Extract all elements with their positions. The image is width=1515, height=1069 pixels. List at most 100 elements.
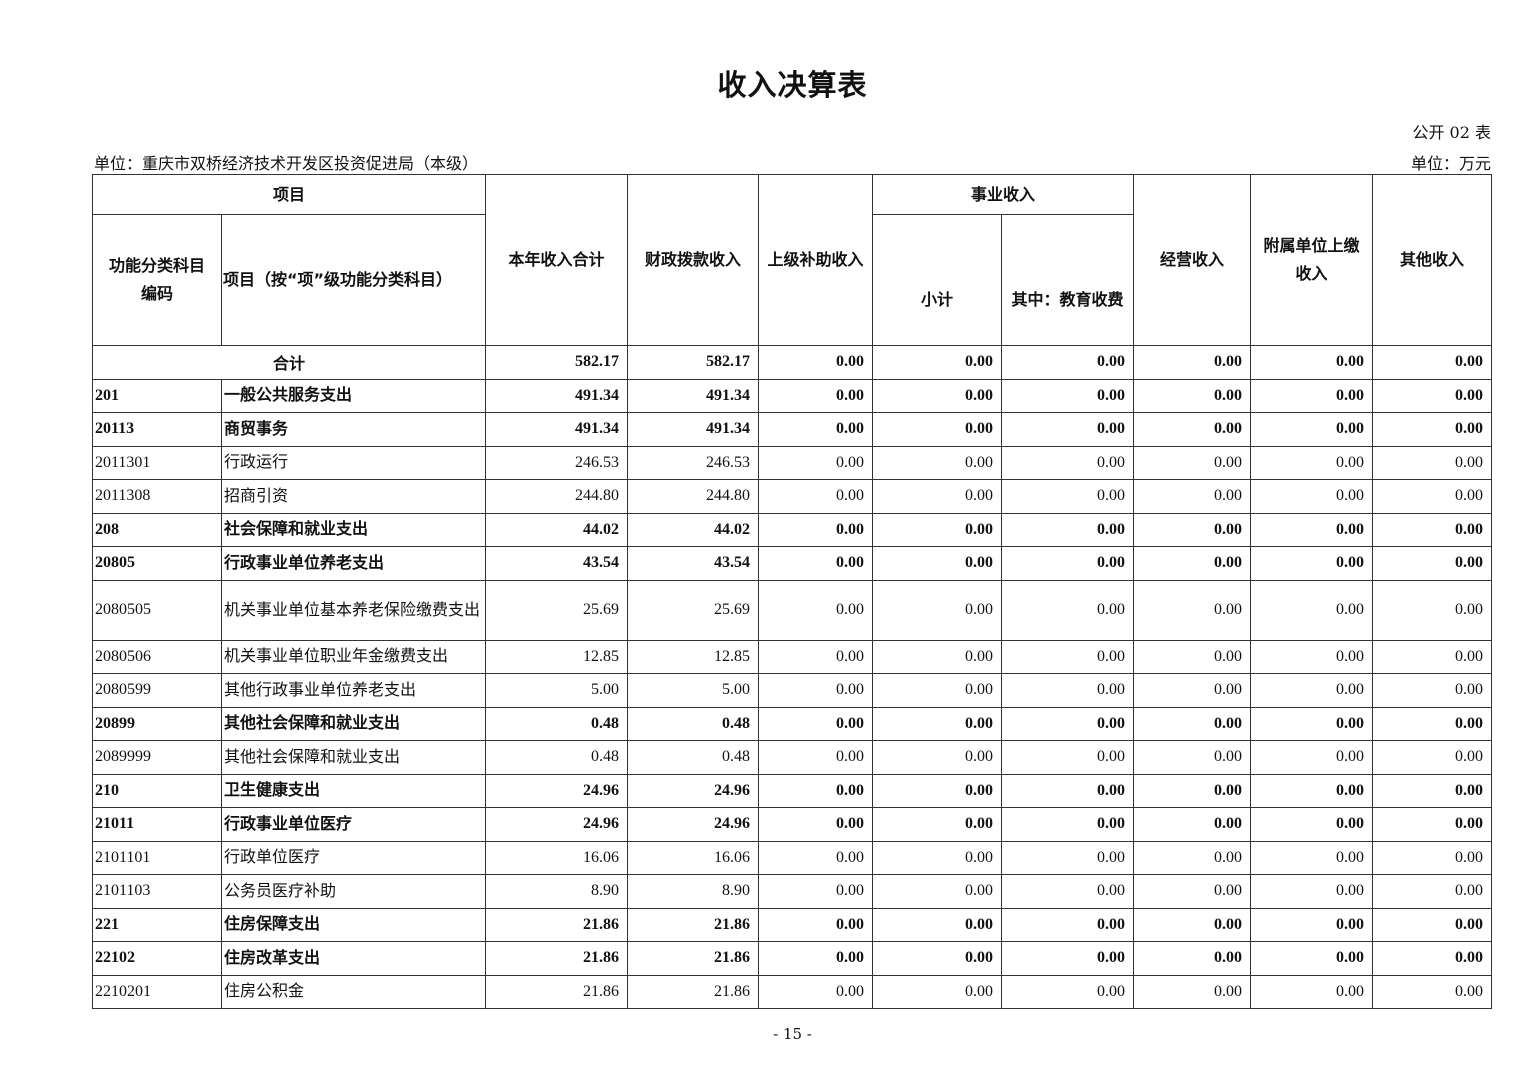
cell-name: 其他社会保障和就业支出 (221, 740, 486, 775)
cell-value: 0.00 (872, 345, 1002, 380)
cell-value: 0.00 (1001, 874, 1134, 909)
cell-value: 0.00 (1250, 639, 1373, 674)
cell-value: 0.00 (872, 479, 1002, 514)
cell-value: 0.00 (872, 579, 1002, 641)
cell-value: 0.00 (872, 874, 1002, 909)
total-label: 合计 (92, 345, 486, 380)
cell-value: 0.00 (872, 445, 1002, 480)
cell-name: 招商引资 (221, 479, 486, 514)
cell-value: 24.96 (485, 773, 628, 808)
cell-value: 0.00 (1001, 479, 1134, 514)
cell-code: 221 (92, 907, 222, 942)
cell-code: 210 (92, 773, 222, 808)
cell-value: 0.00 (1133, 874, 1251, 909)
cell-value: 0.00 (1372, 512, 1492, 547)
cell-value: 0.00 (1133, 479, 1251, 514)
table-row: 221 住房保障支出 21.86 21.86 0.00 0.00 0.00 0.00 0.00 0… (92, 907, 1492, 942)
cell-value: 0.00 (1001, 345, 1134, 380)
cell-value: 0.00 (758, 639, 873, 674)
cell-value: 0.00 (1372, 673, 1492, 708)
cell-value: 21.86 (627, 941, 759, 976)
cell-value: 44.02 (627, 512, 759, 547)
cell-value: 0.00 (1250, 378, 1373, 413)
cell-value: 0.00 (1133, 345, 1251, 380)
cell-value: 0.00 (1250, 740, 1373, 775)
cell-value: 0.00 (872, 673, 1002, 708)
cell-value: 0.00 (1133, 639, 1251, 674)
cell-value: 0.00 (758, 512, 873, 547)
header-business: 事业收入 (872, 174, 1134, 215)
table-row: 20899 其他社会保障和就业支出 0.48 0.48 0.00 0.00 0.00 0.00… (92, 706, 1492, 741)
cell-value: 0.00 (1250, 445, 1373, 480)
header-operating: 经营收入 (1133, 174, 1251, 346)
cell-value: 0.00 (758, 479, 873, 514)
cell-value: 0.00 (1250, 840, 1373, 875)
cell-value: 0.00 (1250, 479, 1373, 514)
cell-value: 0.00 (1372, 546, 1492, 581)
header-subtotal: 小计 (872, 214, 1002, 346)
cell-value: 0.00 (1372, 579, 1492, 641)
cell-value: 0.00 (1372, 874, 1492, 909)
cell-value: 43.54 (485, 546, 628, 581)
table-row: 2080505 机关事业单位基本养老保险缴费支出 25.69 25.69 0.00 0.0… (92, 579, 1492, 641)
cell-value: 0.00 (872, 941, 1002, 976)
cell-value: 21.86 (485, 907, 628, 942)
table-row: 2080599 其他行政事业单位养老支出 5.00 5.00 0.00 0.00 0.00 0… (92, 673, 1492, 708)
cell-value: 24.96 (485, 807, 628, 842)
cell-value: 0.00 (1250, 345, 1373, 380)
cell-name: 其他社会保障和就业支出 (221, 706, 486, 741)
cell-value: 0.00 (1133, 974, 1251, 1009)
cell-value: 0.00 (872, 378, 1002, 413)
header-other: 其他收入 (1372, 174, 1492, 346)
cell-value: 582.17 (627, 345, 759, 380)
table-row: 201 一般公共服务支出 491.34 491.34 0.00 0.00 0.00 0.00 0… (92, 378, 1492, 413)
cell-code: 2011308 (92, 479, 222, 514)
cell-value: 0.00 (872, 907, 1002, 942)
cell-value: 0.00 (872, 546, 1002, 581)
cell-code: 2011301 (92, 445, 222, 480)
cell-value: 491.34 (627, 378, 759, 413)
cell-value: 0.00 (1001, 512, 1134, 547)
table-row: 2210201 住房公积金 21.86 21.86 0.00 0.00 0.00 0.00 0.… (92, 974, 1492, 1009)
cell-value: 12.85 (485, 639, 628, 674)
cell-value: 0.00 (872, 706, 1002, 741)
cell-value: 0.00 (872, 512, 1002, 547)
cell-value: 0.00 (1133, 673, 1251, 708)
cell-value: 491.34 (485, 412, 628, 447)
cell-value: 0.00 (758, 941, 873, 976)
unit-organization: 单位：重庆市双桥经济技术开发区投资促进局（本级） (94, 154, 479, 173)
cell-name: 行政事业单位养老支出 (221, 546, 486, 581)
table-row: 20805 行政事业单位养老支出 43.54 43.54 0.00 0.00 0.00 0.0… (92, 546, 1492, 581)
cell-value: 0.00 (1001, 639, 1134, 674)
cell-value: 0.00 (758, 579, 873, 641)
table-row: 22102 住房改革支出 21.86 21.86 0.00 0.00 0.00 0.00 0.0… (92, 941, 1492, 976)
page-number: - 15 - (773, 1025, 812, 1043)
cell-value: 8.90 (485, 874, 628, 909)
cell-value: 21.86 (627, 907, 759, 942)
total-row: 合计 582.17 582.17 0.00 0.00 0.00 0.00 0.0… (92, 345, 1492, 380)
cell-name: 公务员医疗补助 (221, 874, 486, 909)
cell-value: 0.00 (758, 773, 873, 808)
cell-value: 582.17 (485, 345, 628, 380)
cell-value: 0.00 (1001, 445, 1134, 480)
cell-value: 0.00 (1133, 807, 1251, 842)
table-row: 2011301 行政运行 246.53 246.53 0.00 0.00 0.00 0.00 0… (92, 445, 1492, 480)
cell-value: 21.86 (485, 941, 628, 976)
header-affiliated: 附属单位上缴收入 (1250, 174, 1373, 346)
cell-value: 0.00 (872, 412, 1002, 447)
cell-value: 0.48 (485, 706, 628, 741)
cell-value: 24.96 (627, 807, 759, 842)
cell-value: 0.00 (1250, 512, 1373, 547)
cell-value: 0.00 (758, 445, 873, 480)
table-row: 210 卫生健康支出 24.96 24.96 0.00 0.00 0.00 0.00 0.00 0… (92, 773, 1492, 808)
cell-value: 0.00 (1133, 412, 1251, 447)
table-row: 2011308 招商引资 244.80 244.80 0.00 0.00 0.00 0.00 0… (92, 479, 1492, 514)
table-row: 20113 商贸事务 491.34 491.34 0.00 0.00 0.00 0.00 0.0… (92, 412, 1492, 447)
cell-value: 5.00 (485, 673, 628, 708)
cell-value: 0.00 (1001, 378, 1134, 413)
cell-value: 0.00 (1250, 673, 1373, 708)
cell-value: 25.69 (485, 579, 628, 641)
cell-name: 住房公积金 (221, 974, 486, 1009)
cell-value: 0.00 (758, 740, 873, 775)
